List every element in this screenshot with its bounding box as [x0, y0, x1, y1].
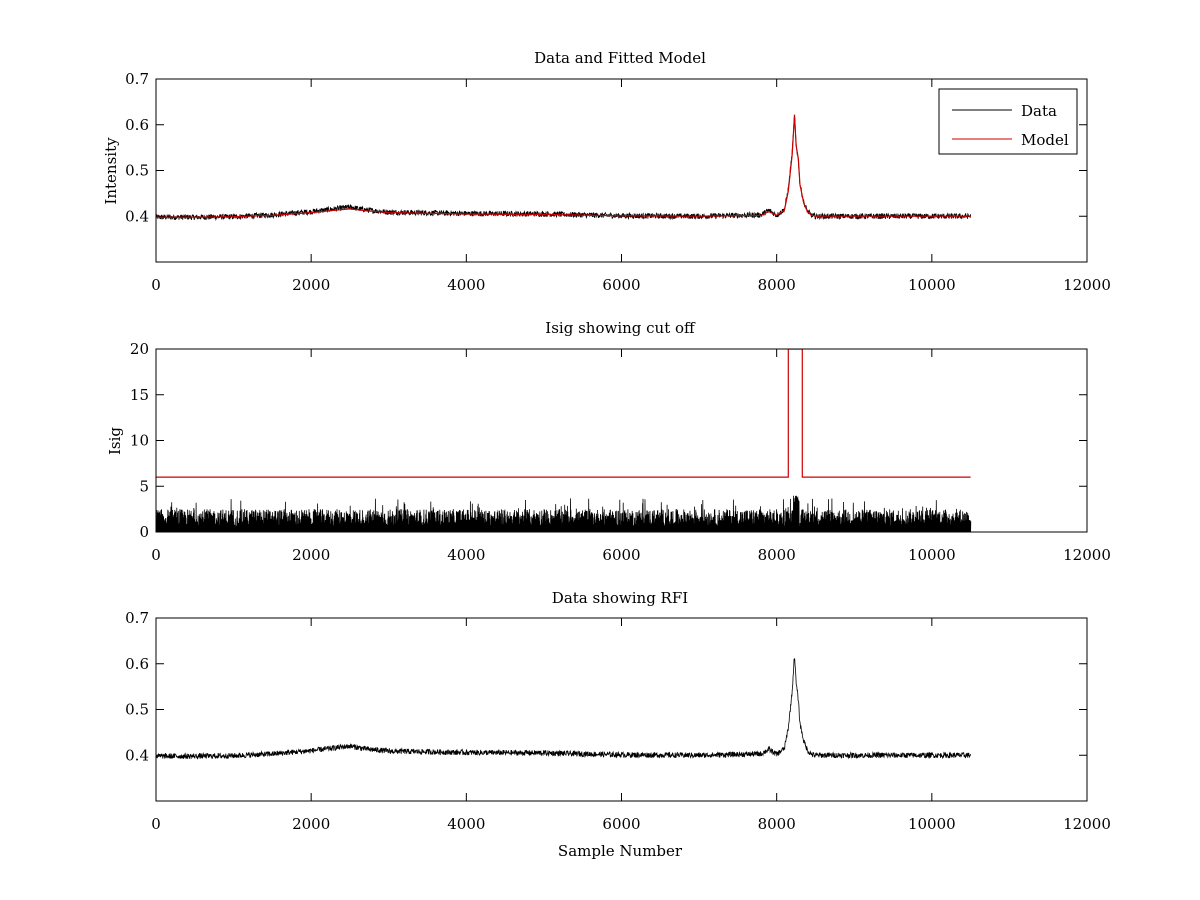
panel-2-ylabel: Isig	[106, 427, 124, 455]
y-tick-label: 0.5	[125, 162, 149, 180]
y-tick-label: 0.4	[125, 746, 149, 764]
panel-1-plot: 0 2000 4000 6000 8000 10000 12000 0.4 0.5 0.6 0.7	[125, 70, 1111, 294]
panel-3-xlabel: Sample Number	[558, 842, 683, 860]
panel-2-plot: 0 2000 4000 6000 8000 10000 12000 0 5 10 15 20	[130, 340, 1111, 564]
x-tick-label: 6000	[602, 546, 640, 564]
y-tick-label: 20	[130, 340, 149, 358]
x-tick-label: 8000	[758, 815, 796, 833]
x-tick-label: 4000	[447, 546, 485, 564]
y-tick-label: 10	[130, 432, 149, 450]
series-data	[156, 116, 971, 221]
x-tick-label: 8000	[758, 276, 796, 294]
series-model	[156, 114, 971, 218]
x-tick-label: 2000	[292, 276, 330, 294]
x-tick-label: 8000	[758, 546, 796, 564]
x-tick-label: 12000	[1063, 815, 1111, 833]
y-tick-label: 0.4	[125, 207, 149, 225]
axes-frame	[155, 78, 1088, 263]
x-tick-label: 10000	[908, 546, 956, 564]
panel-3-title: Data showing RFI	[552, 589, 688, 607]
panel-1-legend: Data Model	[938, 88, 1078, 155]
x-tick-label: 2000	[292, 815, 330, 833]
panel-1-title: Data and Fitted Model	[534, 49, 706, 67]
axes-frame	[155, 348, 1088, 533]
panel-1-ylabel: Intensity	[102, 137, 120, 205]
x-tick-label: 6000	[602, 276, 640, 294]
legend-model-label: Model	[1021, 131, 1069, 149]
x-tick-label: 0	[151, 815, 161, 833]
legend-data-label: Data	[1021, 102, 1057, 120]
series-isig	[156, 495, 972, 532]
y-tick-label: 0	[139, 523, 149, 541]
panel-2: Isig showing cut off Isig 0 2000 4000 6000 8…	[106, 319, 1111, 564]
x-tick-label: 2000	[292, 546, 330, 564]
panel-3-plot: 0 2000 4000 6000 8000 10000 12000 0.4 0.5 0.6 0.7	[125, 609, 1111, 833]
y-tick-label: 0.7	[125, 609, 149, 627]
panel-2-title: Isig showing cut off	[545, 319, 696, 337]
y-tick-label: 5	[139, 477, 149, 495]
x-tick-label: 10000	[908, 276, 956, 294]
x-tick-label: 12000	[1063, 546, 1111, 564]
y-tick-label: 15	[130, 386, 149, 404]
y-tick-label: 0.6	[125, 655, 149, 673]
y-tick-label: 0.6	[125, 116, 149, 134]
x-tick-label: 0	[151, 276, 161, 294]
x-tick-label: 10000	[908, 815, 956, 833]
x-tick-label: 0	[151, 546, 161, 564]
x-tick-label: 4000	[447, 815, 485, 833]
x-tick-label: 4000	[447, 276, 485, 294]
y-tick-label: 0.7	[125, 70, 149, 88]
series-cut-off	[156, 349, 971, 478]
x-tick-label: 6000	[602, 815, 640, 833]
axes-frame	[155, 617, 1088, 802]
panel-3: Data showing RFI 0 2000 4000 6000 8000 10000 1…	[125, 589, 1111, 860]
x-tick-label: 12000	[1063, 276, 1111, 294]
series-data	[156, 658, 971, 760]
y-tick-label: 0.5	[125, 701, 149, 719]
legend-box	[938, 88, 1078, 155]
panel-1: Data and Fitted Model Intensity 0 2000 400…	[102, 49, 1111, 294]
